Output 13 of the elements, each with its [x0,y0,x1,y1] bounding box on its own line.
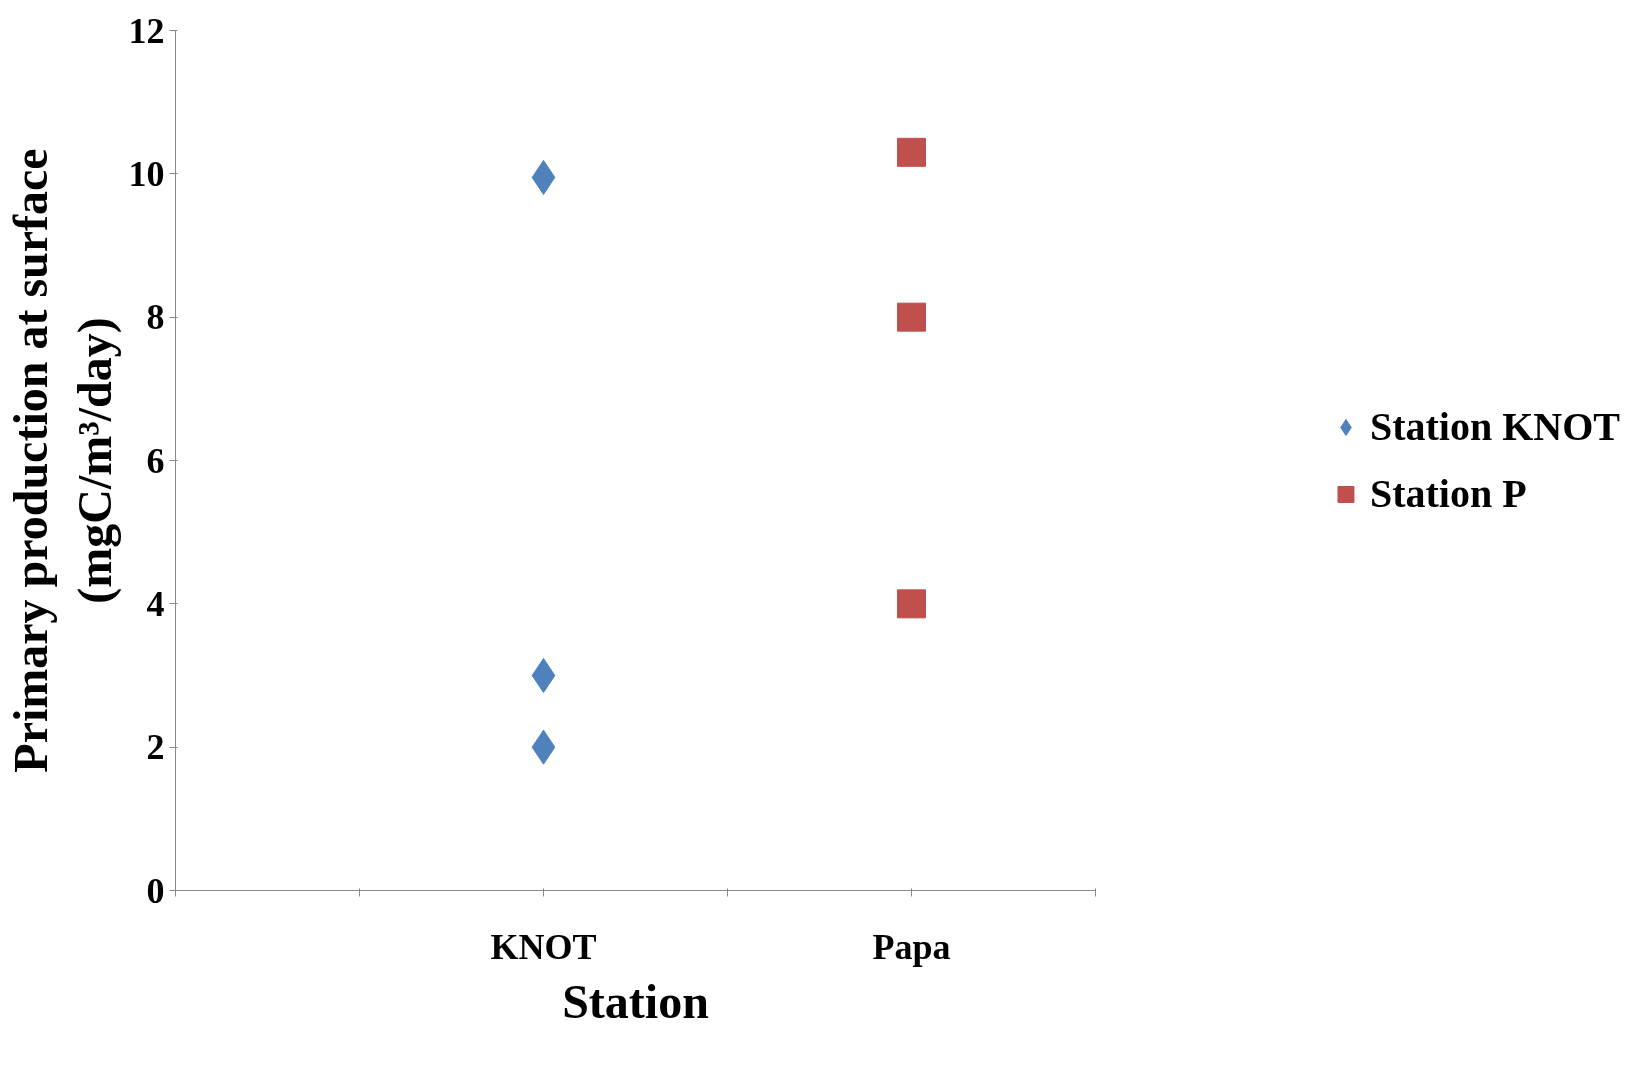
y-tick-label: 10 [128,153,165,194]
y-tick-label: 12 [128,10,165,51]
legend-label: Station P [1369,470,1527,517]
y-axis-title: Primary production at surface (mgC/m³/day) [3,148,122,773]
y-tick-label: 4 [146,583,165,624]
y-tick-label: 0 [146,870,165,911]
x-tick-label: Papa [872,926,951,967]
y-tick-label: 8 [146,297,165,338]
y-tick-label: 2 [146,727,165,768]
x-tick-label: KNOT [490,926,597,967]
legend-label: Station KNOT [1369,403,1621,450]
y-tick-label: 6 [146,440,165,481]
x-axis-title: Station [562,974,709,1028]
